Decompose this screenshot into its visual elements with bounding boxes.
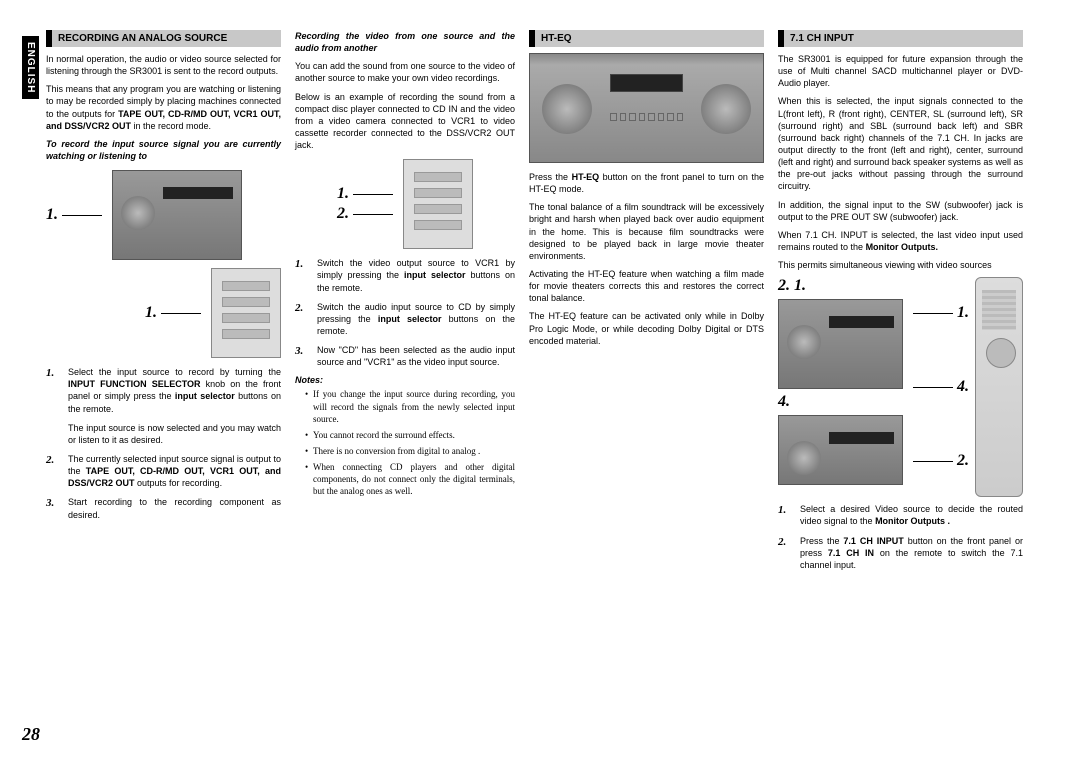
col4-p3: In addition, the signal input to the SW …: [778, 199, 1023, 223]
col2-callout-1: 1.: [337, 185, 349, 203]
step-num: 3.: [295, 344, 311, 368]
col4-p4: When 7.1 CH. INPUT is selected, the last…: [778, 229, 1023, 253]
list-item: 2. The currently selected input source s…: [46, 453, 281, 489]
step-text: Switch the video output source to VCR1 b…: [317, 257, 515, 293]
txt: Press the: [529, 172, 572, 182]
page-number: 28: [22, 724, 40, 745]
txt: 7.1 CH IN: [828, 548, 874, 558]
list-item: 1. Select the input source to record by …: [46, 366, 281, 415]
receiver-figure-71b: [778, 415, 903, 485]
col3-p4: The HT-EQ feature can be activated only …: [529, 310, 764, 346]
col4-p1: The SR3001 is equipped for future expans…: [778, 53, 1023, 89]
list-item: 2. Press the 7.1 CH INPUT button on the …: [778, 535, 1023, 571]
col3-p2: The tonal balance of a film soundtrack w…: [529, 201, 764, 262]
col1-steps: 1. Select the input source to record by …: [46, 366, 281, 521]
bullet-item: When connecting CD players and other dig…: [305, 461, 515, 497]
bullet-item: There is no conversion from digital to a…: [305, 445, 515, 457]
language-tab: ENGLISH: [22, 36, 39, 99]
list-item: 1. Switch the video output source to VCR…: [295, 257, 515, 293]
notes-heading: Notes:: [295, 375, 515, 385]
col1-figure-row2: 1.: [46, 268, 281, 358]
txt: Select the input source to record by tur…: [68, 367, 281, 377]
list-item: 3. Start recording to the recording comp…: [46, 496, 281, 520]
col1-p2c: in the record mode.: [131, 121, 211, 131]
col1-callout-2: 1.: [145, 304, 157, 322]
bullet-item: You cannot record the surround effects.: [305, 429, 515, 441]
page-columns: RECORDING AN ANALOG SOURCE In normal ope…: [46, 30, 1052, 578]
step-text: Press the 7.1 CH INPUT button on the fro…: [800, 535, 1023, 571]
step-num: 1.: [295, 257, 311, 293]
col4-callout-r1: 1.: [957, 304, 969, 322]
col4-callout-21: 2. 1.: [778, 277, 806, 295]
txt: Monitor Outputs .: [875, 516, 950, 526]
txt: input selector: [404, 270, 466, 280]
column-4: 7.1 CH INPUT The SR3001 is equipped for …: [778, 30, 1023, 578]
panel-figure: [211, 268, 281, 358]
txt: outputs for recording.: [135, 478, 223, 488]
col2-steps: 1. Switch the video output source to VCR…: [295, 257, 515, 368]
step-num: [46, 422, 62, 446]
txt: input selector: [175, 391, 235, 401]
txt: 2.: [778, 277, 790, 294]
col1-note: To record the input source signal you ar…: [46, 138, 281, 162]
step-num: 2.: [295, 301, 311, 337]
remote-figure: [975, 277, 1023, 497]
col4-callout-r2: 2.: [957, 452, 969, 470]
txt: input selector: [378, 314, 442, 324]
col4-callout-r4: 4.: [957, 378, 969, 396]
col1-figure-row: 1.: [46, 170, 281, 260]
section-header-recording: RECORDING AN ANALOG SOURCE: [46, 30, 281, 47]
receiver-figure-71: [778, 299, 903, 389]
col4-p2: When this is selected, the input signals…: [778, 95, 1023, 192]
step-text: The currently selected input source sign…: [68, 453, 281, 489]
column-3: HT-EQ Press the HT-EQ button on the fron…: [529, 30, 764, 578]
bullet-item: If you change the input source during re…: [305, 388, 515, 424]
col2-sub: Recording the video from one source and …: [295, 30, 515, 54]
col4-p5: This permits simultaneous viewing with v…: [778, 259, 1023, 271]
list-item: The input source is now selected and you…: [46, 422, 281, 446]
txt: Press the: [800, 536, 843, 546]
column-2: Recording the video from one source and …: [295, 30, 515, 578]
section-header-hteq: HT-EQ: [529, 30, 764, 47]
step-text: Select the input source to record by tur…: [68, 366, 281, 415]
notes-bullets: If you change the input source during re…: [295, 388, 515, 497]
col2-p2: Below is an example of recording the sou…: [295, 91, 515, 152]
panel-figure-2: [403, 159, 473, 249]
txt: HT-EQ: [572, 172, 600, 182]
col4-figure-block: 2. 1. 4. 1. 4. 2.: [778, 277, 1023, 497]
col1-p2: This means that any program you are watc…: [46, 83, 281, 132]
section-header-71ch: 7.1 CH INPUT: [778, 30, 1023, 47]
col1-p1: In normal operation, the audio or video …: [46, 53, 281, 77]
receiver-figure-hteq: [529, 53, 764, 163]
step-text: Now "CD" has been selected as the audio …: [317, 344, 515, 368]
col2-callout-2: 2.: [337, 205, 349, 223]
col4-steps: 1. Select a desired Video source to deci…: [778, 503, 1023, 571]
list-item: 2. Switch the audio input source to CD b…: [295, 301, 515, 337]
col2-p1: You can add the sound from one source to…: [295, 60, 515, 84]
step-num: 2.: [778, 535, 794, 571]
step-text: Start recording to the recording compone…: [68, 496, 281, 520]
step-text: The input source is now selected and you…: [68, 422, 281, 446]
list-item: 1. Select a desired Video source to deci…: [778, 503, 1023, 527]
step-num: 3.: [46, 496, 62, 520]
step-num: 2.: [46, 453, 62, 489]
step-num: 1.: [46, 366, 62, 415]
column-1: RECORDING AN ANALOG SOURCE In normal ope…: [46, 30, 281, 578]
col4-callout-4: 4.: [778, 393, 790, 411]
step-num: 1.: [778, 503, 794, 527]
col2-figure-row: 1. 2.: [295, 159, 515, 249]
receiver-figure-small: [112, 170, 242, 260]
txt: 1.: [794, 277, 806, 294]
list-item: 3. Now "CD" has been selected as the aud…: [295, 344, 515, 368]
col3-p3: Activating the HT-EQ feature when watchi…: [529, 268, 764, 304]
txt: INPUT FUNCTION SELECTOR: [68, 379, 201, 389]
txt: Monitor Outputs.: [866, 242, 938, 252]
txt: 7.1 CH INPUT: [843, 536, 903, 546]
col1-callout-1: 1.: [46, 206, 58, 224]
col3-p1: Press the HT-EQ button on the front pane…: [529, 171, 764, 195]
step-text: Switch the audio input source to CD by s…: [317, 301, 515, 337]
step-text: Select a desired Video source to decide …: [800, 503, 1023, 527]
